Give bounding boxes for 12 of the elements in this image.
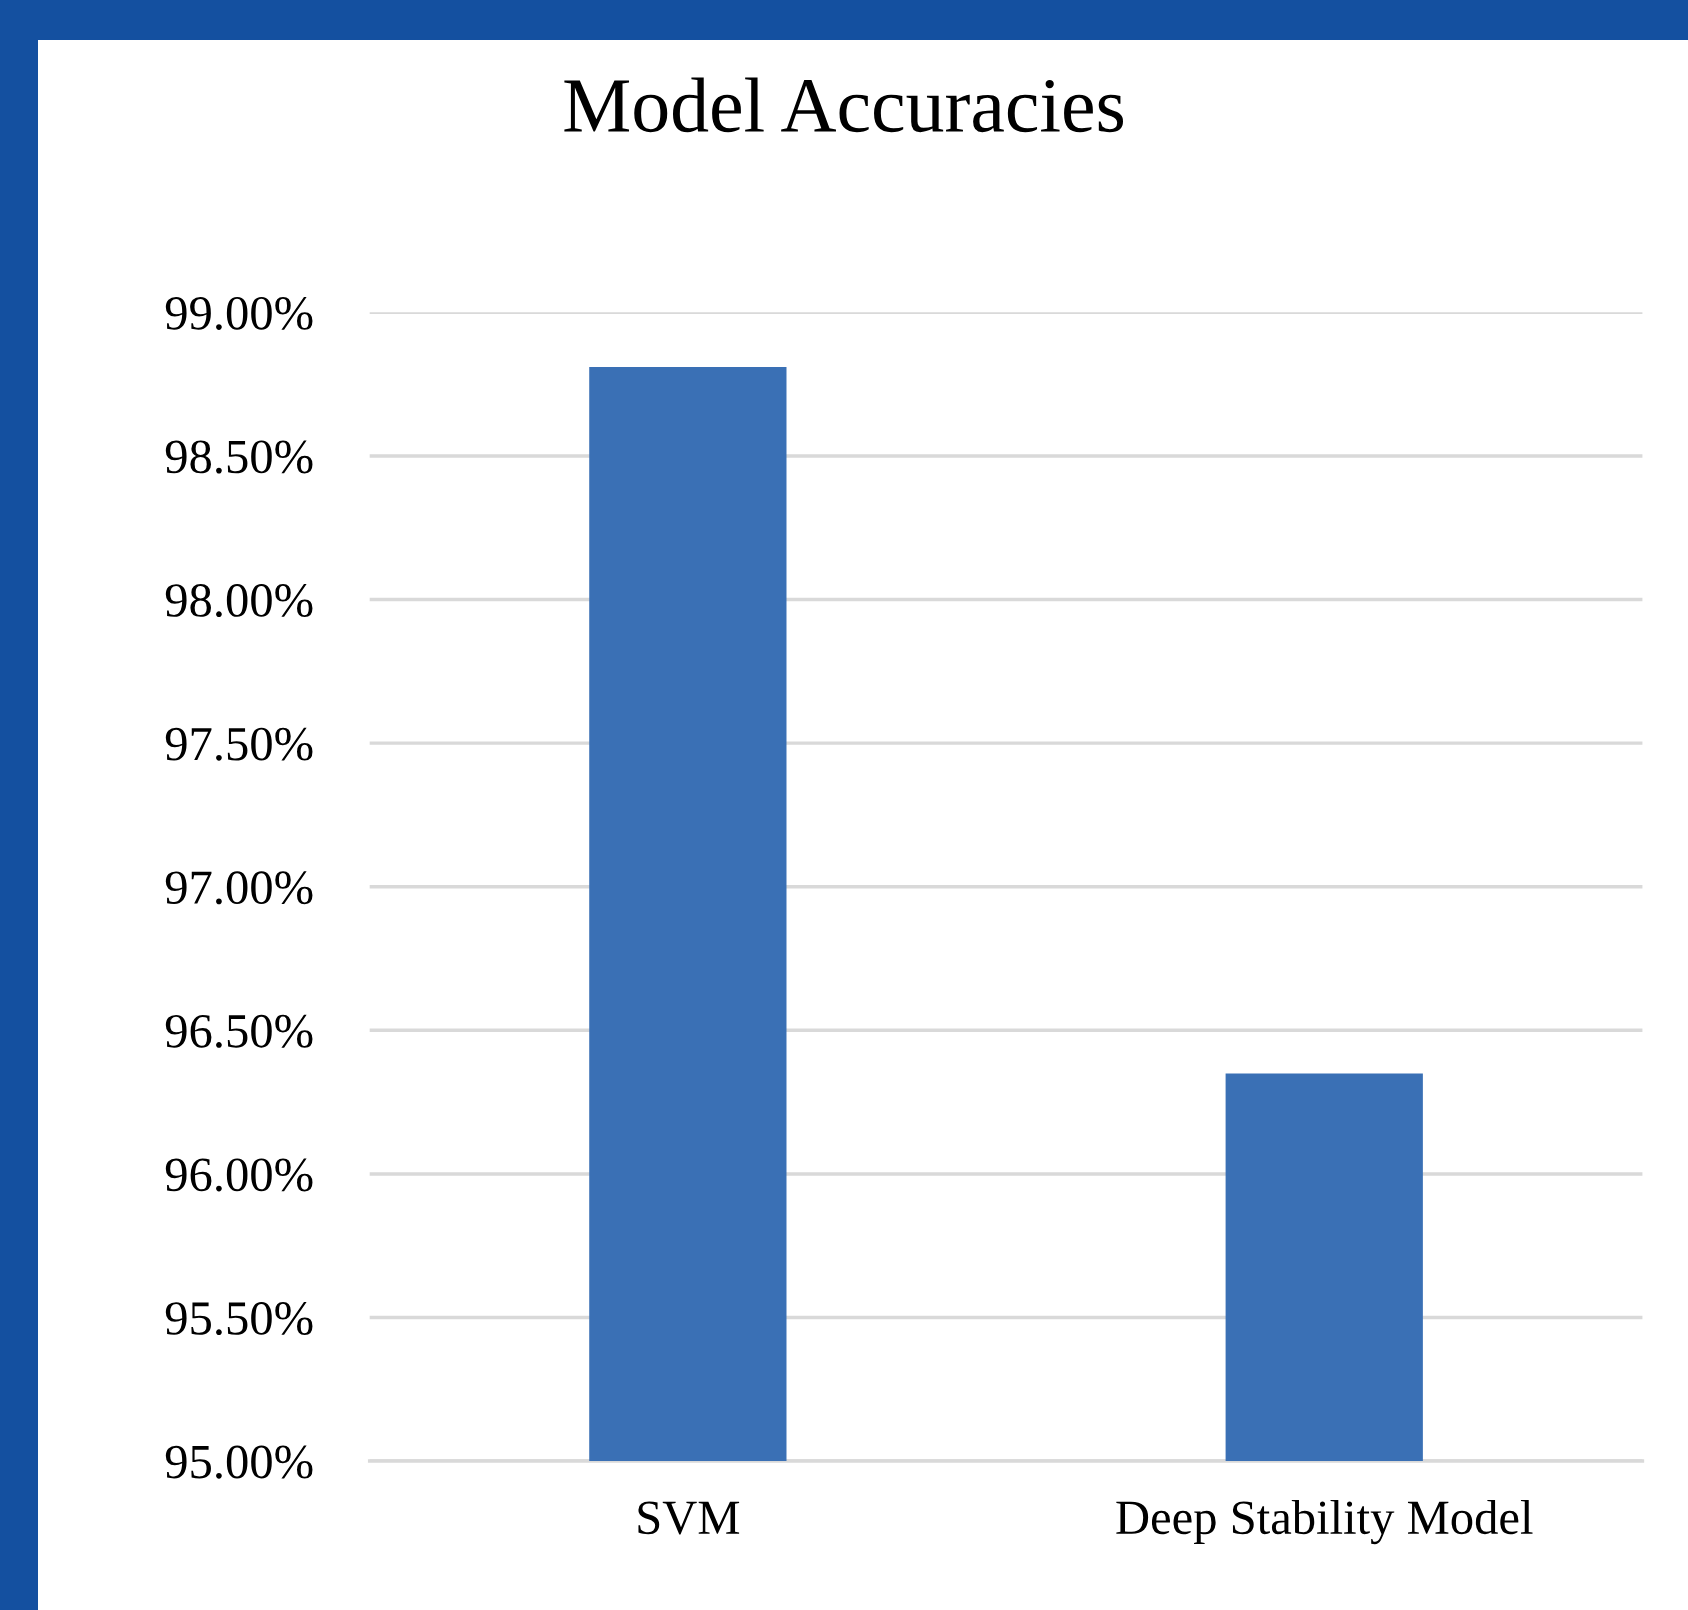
y-tick-label: 98.00%	[165, 584, 313, 618]
y-tick-label: 98.50%	[165, 440, 313, 474]
x-tick-label: Deep Stability Model	[1116, 1499, 1533, 1545]
y-tick-label: 95.50%	[165, 1302, 313, 1336]
y-tick-label: 95.00%	[165, 1445, 313, 1479]
x-tick-label: SVM	[638, 1501, 740, 1535]
y-tick-label: 99.00%	[165, 296, 313, 330]
y-tick-label: 96.00%	[165, 1158, 313, 1192]
y-tick-label: 97.50%	[165, 727, 313, 761]
y-tick-label: 96.50%	[165, 1014, 313, 1048]
chart-title: Model Accuracies	[564, 77, 1124, 133]
y-tick-label: 97.00%	[165, 871, 313, 905]
